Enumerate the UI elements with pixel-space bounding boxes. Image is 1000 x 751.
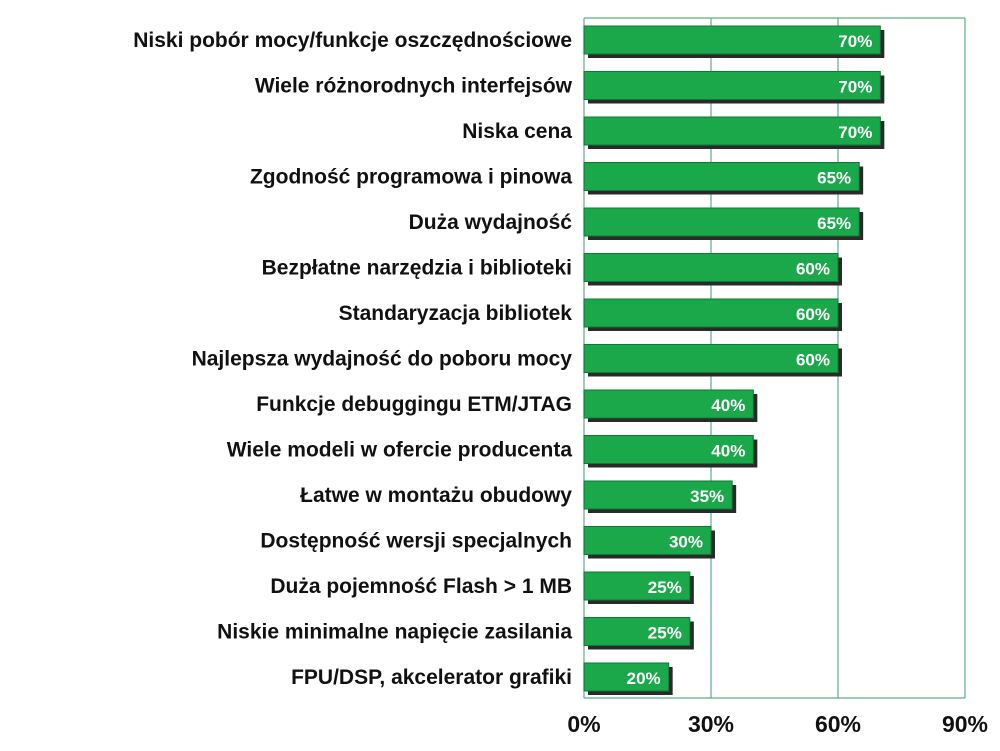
category-label: Wiele modeli w ofercie producenta xyxy=(227,439,573,462)
bar-value-label: 65% xyxy=(817,214,851,233)
category-label: Duża wydajność xyxy=(409,211,573,234)
bar xyxy=(583,435,754,464)
x-tick-label: 90% xyxy=(942,711,988,737)
bar xyxy=(583,207,860,237)
category-label: Najlepsza wydajność do poboru mocy xyxy=(192,348,573,371)
category-label: Standaryzacja bibliotek xyxy=(339,302,573,325)
bar-value-label: 25% xyxy=(648,624,682,643)
bar xyxy=(583,298,839,328)
bar-value-label: 40% xyxy=(711,396,745,415)
bar xyxy=(583,344,839,373)
bar-value-label: 70% xyxy=(838,32,872,51)
bar-value-label: 30% xyxy=(669,533,703,552)
bar xyxy=(583,25,881,55)
bar-value-label: 35% xyxy=(690,487,724,506)
bar-value-label: 70% xyxy=(838,78,872,97)
bar xyxy=(583,526,712,555)
bar xyxy=(583,571,691,601)
bar xyxy=(583,480,733,510)
category-label: Niski pobór mocy/funkcje oszczędnościowe xyxy=(133,29,572,52)
category-label: Funkcje debuggingu ETM/JTAG xyxy=(256,393,572,416)
bar xyxy=(583,389,754,419)
bar-value-label: 60% xyxy=(796,305,830,324)
x-tick-label: 30% xyxy=(688,711,734,737)
bar xyxy=(583,71,881,100)
bar-value-label: 20% xyxy=(627,669,661,688)
bar-value-label: 40% xyxy=(711,442,745,461)
bar xyxy=(583,617,691,646)
x-tick-label: 0% xyxy=(567,711,600,737)
category-label: Dostępność wersji specjalnych xyxy=(260,530,572,553)
category-label: Łatwe w montażu obudowy xyxy=(300,484,572,507)
bar xyxy=(583,253,839,282)
bar xyxy=(583,162,860,191)
category-label: Niskie minimalne napięcie zasilania xyxy=(217,621,572,644)
bar xyxy=(583,116,881,146)
bar xyxy=(583,662,670,692)
x-tick-label: 60% xyxy=(815,711,861,737)
category-label: Duża pojemność Flash > 1 MB xyxy=(270,575,572,598)
category-label: Wiele różnorodnych interfejsów xyxy=(255,75,573,98)
bar-value-label: 65% xyxy=(817,169,851,188)
category-label: Zgodność programowa i pinowa xyxy=(250,166,572,189)
category-label: Niska cena xyxy=(462,120,572,143)
bar-value-label: 70% xyxy=(838,123,872,142)
category-label: FPU/DSP, akcelerator grafiki xyxy=(291,666,572,689)
bar-value-label: 60% xyxy=(796,260,830,279)
category-label: Bezpłatne narzędzia i biblioteki xyxy=(262,257,572,280)
bar-value-label: 60% xyxy=(796,351,830,370)
bar-value-label: 25% xyxy=(648,578,682,597)
